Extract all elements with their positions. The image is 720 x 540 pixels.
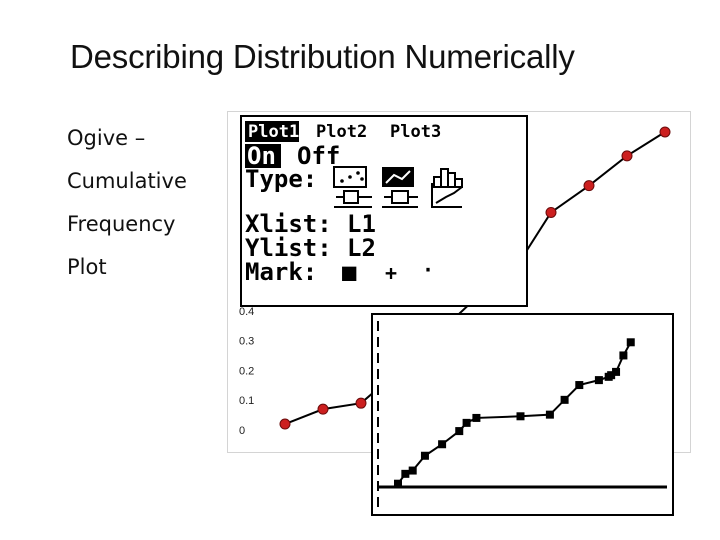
calculator-point <box>619 351 628 360</box>
active-tab-highlight <box>245 121 299 142</box>
type-label: Type: <box>245 165 317 193</box>
ogive-point <box>355 397 367 409</box>
calculator-point <box>575 381 584 390</box>
calculator-point <box>472 413 481 422</box>
mark-option-dot[interactable]: · <box>422 258 434 282</box>
y-tick-label: 0.3 <box>239 336 254 348</box>
calculator-ogive-plot <box>377 321 667 511</box>
calculator-point <box>420 451 429 460</box>
ogive-point <box>659 126 671 138</box>
ogive-y-axis: 0 0.1 0.2 0.3 0.4 <box>239 306 254 437</box>
on-option-highlight <box>245 144 281 168</box>
calculator-point <box>394 479 402 488</box>
xlist-label: Xlist: <box>245 210 332 238</box>
calculator-point <box>516 412 525 421</box>
calculator-point <box>612 367 621 376</box>
calculator-point <box>626 338 635 347</box>
status-on[interactable]: On <box>247 142 276 170</box>
calculator-line <box>397 341 632 485</box>
calculator-series <box>394 338 635 488</box>
ogive-point <box>279 418 291 430</box>
calculator-point <box>560 395 569 404</box>
ogive-point <box>583 180 595 192</box>
calculator-menu-screen: Plot1 Plot2 Plot3 On Off Type: <box>245 121 463 286</box>
ogive-point <box>545 206 557 218</box>
scatter-type-icon[interactable] <box>333 166 367 188</box>
ylist-value[interactable]: L2 <box>347 234 376 262</box>
calculator-point <box>408 466 417 475</box>
calculator-point <box>455 427 464 436</box>
ylist-label: Ylist: <box>245 234 332 262</box>
mark-option-square[interactable]: ■ <box>342 258 357 286</box>
histogram-type-icon[interactable] <box>433 168 463 188</box>
y-tick-label: 0 <box>239 425 245 437</box>
slide-title: Describing Distribution Numerically <box>70 38 575 75</box>
ogive-point <box>317 403 329 415</box>
bullet-line-4: Plot <box>67 255 107 279</box>
boxplot-type-icon[interactable] <box>382 190 418 208</box>
calculator-point <box>401 469 410 478</box>
calculator-point <box>462 418 471 427</box>
modified-boxplot-type-icon[interactable] <box>334 190 372 208</box>
bullet-line-3: Frequency <box>67 212 176 236</box>
calculator-plot-screen <box>371 313 674 516</box>
ogive-point <box>621 150 633 162</box>
mark-option-plus[interactable]: + <box>385 261 397 285</box>
status-off[interactable]: Off <box>297 142 340 170</box>
y-tick-label: 0.1 <box>239 395 254 407</box>
y-tick-label: 0.4 <box>239 306 254 318</box>
calculator-point <box>607 371 616 380</box>
y-tick-label: 0.2 <box>239 365 254 377</box>
xlist-value[interactable]: L1 <box>347 210 376 238</box>
tab-plot3[interactable]: Plot3 <box>390 122 441 142</box>
normal-probability-type-icon[interactable] <box>431 183 463 208</box>
calculator-point <box>594 376 603 385</box>
calculator-statplot-menu: Plot1 Plot2 Plot3 On Off Type: <box>240 115 528 307</box>
tab-plot2[interactable]: Plot2 <box>316 122 367 142</box>
bullet-list: Ogive – Cumulative Frequency Plot <box>67 124 187 296</box>
tab-plot1[interactable]: Plot1 <box>248 122 299 142</box>
mark-label: Mark: <box>245 258 317 286</box>
xyline-type-icon[interactable] <box>382 167 414 187</box>
calculator-point <box>545 410 554 419</box>
bullet-line-1: Ogive – <box>67 126 146 150</box>
bullet-line-2: Cumulative <box>67 169 187 193</box>
calculator-point <box>438 440 447 449</box>
